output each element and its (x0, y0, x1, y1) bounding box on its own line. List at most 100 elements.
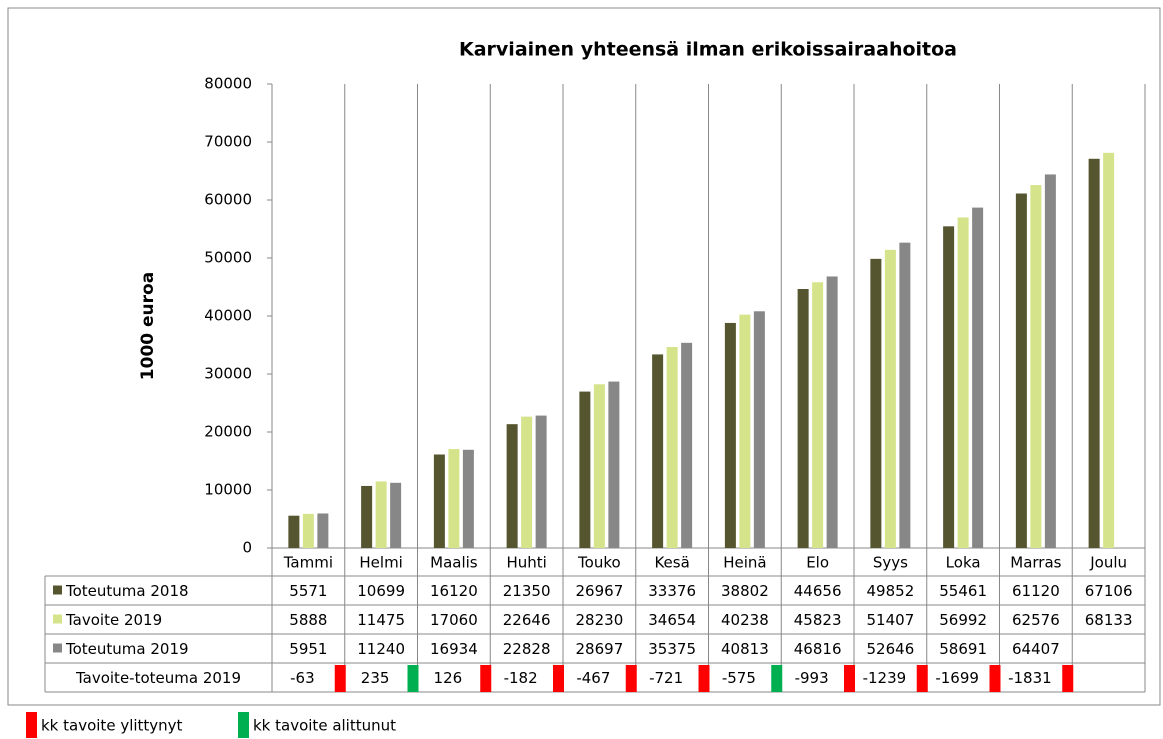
indicator (553, 665, 564, 692)
bar (593, 384, 605, 548)
bar (390, 482, 402, 548)
bar (899, 242, 911, 548)
table-value: 33376 (648, 582, 696, 600)
bar (797, 288, 809, 548)
bar (972, 207, 984, 548)
table-value: 35375 (648, 640, 696, 658)
indicator (844, 665, 855, 692)
y-tick-label: 30000 (204, 365, 252, 383)
bar (462, 449, 474, 548)
table-value: 126 (434, 669, 463, 687)
table-value: 235 (361, 669, 390, 687)
note-label: kk tavoite alittunut (253, 717, 396, 735)
bar (579, 391, 591, 548)
legend-label: Toteutuma 2018 (65, 582, 189, 600)
bar (1030, 185, 1042, 548)
table-value: 40813 (721, 640, 769, 658)
table-value: 51407 (867, 611, 915, 629)
table-value: -993 (795, 669, 829, 687)
table-value: 21350 (503, 582, 551, 600)
note-swatch (238, 712, 249, 738)
bar (753, 311, 765, 548)
y-tick-label: 50000 (204, 249, 252, 267)
x-tick-label: Helmi (359, 554, 402, 572)
bar (957, 217, 969, 548)
table-value: 5951 (289, 640, 327, 658)
indicator (407, 665, 419, 692)
bar (1015, 193, 1027, 548)
bar (375, 481, 387, 548)
x-tick-label: Heinä (723, 554, 766, 572)
bar (535, 415, 547, 548)
x-tick-label: Syys (873, 554, 908, 572)
legend-swatch (53, 585, 62, 595)
table-value: 5888 (289, 611, 327, 629)
indicator (916, 665, 928, 692)
chart-frame (7, 7, 1161, 706)
bar (433, 454, 445, 548)
table-value: 61120 (1012, 582, 1060, 600)
table-value: 52646 (867, 640, 915, 658)
indicator (625, 665, 637, 692)
row-label: Tavoite-toteuma 2019 (75, 669, 241, 687)
table-value: 10699 (357, 582, 405, 600)
note-label: kk tavoite ylittynyt (41, 717, 183, 735)
table-value: 34654 (648, 611, 696, 629)
table-value: 55461 (939, 582, 987, 600)
bar (652, 354, 664, 548)
table-value: 67106 (1085, 582, 1133, 600)
x-tick-label: Tammi (283, 554, 333, 572)
x-tick-label: Maalis (430, 554, 478, 572)
indicator (989, 665, 1001, 692)
bar (739, 314, 751, 548)
table-value: -182 (504, 669, 538, 687)
bar (506, 424, 518, 548)
x-tick-label: Marras (1010, 554, 1061, 572)
table-value: -721 (649, 669, 683, 687)
table-value: 16934 (430, 640, 478, 658)
indicator (480, 665, 492, 692)
y-tick-label: 60000 (204, 191, 252, 209)
table-value: 64407 (1012, 640, 1060, 658)
x-tick-label: Touko (577, 554, 621, 572)
bar (812, 282, 824, 548)
table-value: 44656 (794, 582, 842, 600)
y-tick-label: 0 (242, 539, 252, 557)
table-value: 38802 (721, 582, 769, 600)
x-tick-label: Huhti (506, 554, 546, 572)
chart-title: Karviainen yhteensä ilman erikoissairaah… (459, 39, 957, 61)
bar (870, 258, 882, 548)
bar (302, 513, 314, 548)
table-value: 11240 (357, 640, 405, 658)
y-tick-label: 20000 (204, 423, 252, 441)
table-value: 40238 (721, 611, 769, 629)
indicator (771, 665, 783, 692)
table-value: 16120 (430, 582, 478, 600)
table-value: 58691 (939, 640, 987, 658)
table-value: 22828 (503, 640, 551, 658)
table-value: -1831 (1008, 669, 1052, 687)
table-value: 11475 (357, 611, 405, 629)
y-axis-label: 1000 euroa (138, 272, 158, 380)
y-tick-label: 40000 (204, 307, 252, 325)
table-value: 28230 (576, 611, 624, 629)
indicator (334, 665, 346, 692)
bar (681, 342, 693, 548)
bar (288, 515, 300, 548)
table-value: -63 (290, 669, 315, 687)
bar (666, 347, 678, 548)
table-value: -1699 (935, 669, 979, 687)
table-value: 17060 (430, 611, 478, 629)
y-tick-label: 80000 (204, 75, 252, 93)
bar (943, 226, 955, 548)
bar (521, 416, 533, 548)
table-value: -1239 (863, 669, 907, 687)
legend-swatch (53, 643, 62, 653)
bar (448, 449, 460, 548)
table-value: 62576 (1012, 611, 1060, 629)
bar (608, 381, 620, 548)
legend-swatch (53, 614, 62, 624)
table-value: 56992 (939, 611, 987, 629)
y-tick-label: 70000 (204, 133, 252, 151)
x-tick-label: Elo (806, 554, 829, 572)
